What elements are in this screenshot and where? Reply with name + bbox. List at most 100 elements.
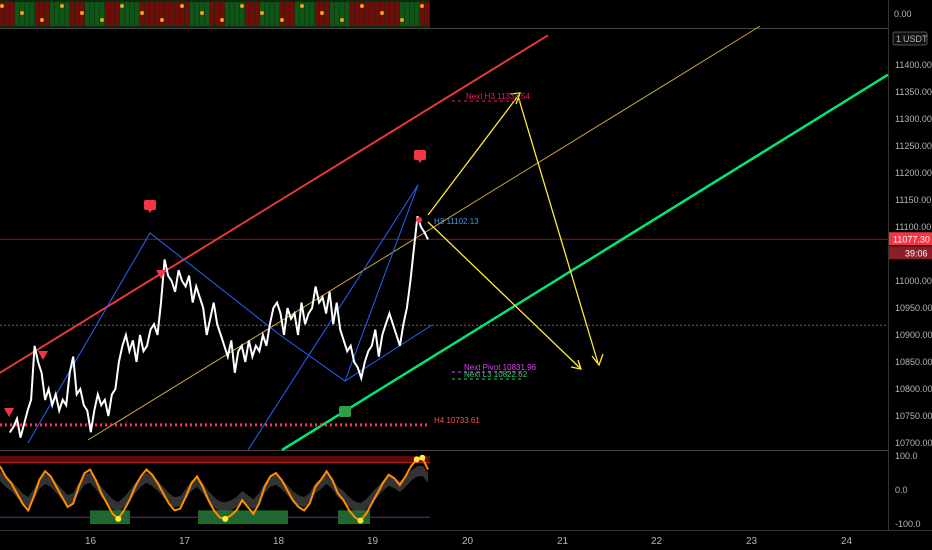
- top-indicator-bar: [75, 2, 80, 26]
- pivot-dot: [416, 217, 422, 223]
- top-indicator-bar: [335, 2, 340, 26]
- top-indicator-bar: [125, 2, 130, 26]
- top-indicator-bar: [375, 2, 380, 26]
- top-indicator-bar: [355, 2, 360, 26]
- top-indicator-bar: [350, 2, 355, 26]
- oscillator-extreme-dot: [357, 517, 364, 524]
- price-point: [114, 388, 116, 390]
- time-tick-label: 16: [85, 536, 97, 547]
- price-point: [185, 285, 187, 287]
- top-indicator-bar: [115, 2, 120, 26]
- top-indicator-bar: [40, 2, 45, 26]
- top-indicator-bar: [255, 2, 260, 26]
- top-indicator-bar: [415, 2, 420, 26]
- oscillator-tick-label: 0.0: [895, 485, 908, 495]
- projection-arrowhead-right: [591, 353, 604, 367]
- price-point: [79, 388, 81, 390]
- main-price-pane: Next H3 11334.54 H3 11102.13 Next Pivot 10…: [0, 25, 889, 452]
- oscillator-pane: 100.0 0.0 -100.0: [0, 451, 921, 529]
- top-indicator-dot: [0, 4, 4, 8]
- top-indicator-bar: [410, 2, 415, 26]
- top-indicator-bar: [15, 2, 20, 26]
- top-indicator-bar: [130, 2, 135, 26]
- oscillator-tick-label: -100.0: [895, 519, 921, 529]
- oscillator-extreme-dot: [115, 515, 122, 522]
- top-indicator-dot: [80, 11, 84, 15]
- time-tick-label: 17: [179, 536, 191, 547]
- time-tick-label: 18: [273, 536, 285, 547]
- down-triangle-signal: [38, 351, 48, 360]
- top-indicator-bar: [295, 2, 300, 26]
- top-indicator-bar: [100, 2, 105, 26]
- projection-path-a: [427, 94, 599, 364]
- price-tick-label: 11400.00: [895, 60, 932, 70]
- top-indicator-bar: [330, 2, 335, 26]
- top-indicator-bar: [55, 2, 60, 26]
- countdown-label: 39:06: [905, 248, 928, 258]
- top-indicator-bar: [240, 2, 245, 26]
- top-indicator-dot: [420, 4, 424, 8]
- top-pane-tick-label: 0.00: [894, 9, 912, 19]
- top-indicator-dot: [300, 4, 304, 8]
- current-price-badge: [889, 232, 932, 246]
- top-indicator-bar: [185, 2, 190, 26]
- top-indicator-dot: [260, 11, 264, 15]
- price-point: [255, 345, 257, 347]
- top-indicator-bar: [280, 2, 285, 26]
- level-annotation: Next Pivot 10831.96: [464, 363, 537, 372]
- top-indicator-bar: [400, 2, 405, 26]
- top-indicator-bar: [340, 2, 345, 26]
- top-indicator-bar: [95, 2, 100, 26]
- top-indicator-dot: [320, 11, 324, 15]
- lower-channel-line: [281, 73, 889, 452]
- top-indicator-bar: [165, 2, 170, 26]
- top-indicator-bar: [245, 2, 250, 26]
- price-tick-label: 11350.00: [895, 87, 932, 97]
- top-indicator-bar: [230, 2, 235, 26]
- top-indicator-dot: [160, 18, 164, 22]
- currency-unit-badge[interactable]: 1 USDT: [892, 31, 928, 46]
- time-tick-label: 22: [651, 536, 663, 547]
- projection-path-b: [427, 221, 581, 369]
- top-indicator-dot: [100, 18, 104, 22]
- top-indicator-dot: [200, 11, 204, 15]
- top-indicator-bar: [205, 2, 210, 26]
- top-indicator-bar: [250, 2, 255, 26]
- price-tick-label: 10900.00: [895, 330, 932, 340]
- top-indicator-bar: [210, 2, 215, 26]
- top-indicator-bar: [195, 2, 200, 26]
- time-tick-label: 20: [462, 536, 474, 547]
- price-point: [149, 329, 152, 331]
- top-indicator-bar: [305, 2, 310, 26]
- upper-channel-line: [0, 34, 549, 374]
- top-indicator-bar: [425, 2, 430, 26]
- top-indicator-bar: [290, 2, 295, 26]
- down-triangle-signal: [4, 408, 14, 417]
- top-indicator-bar: [160, 2, 165, 26]
- svg-text:1: 1: [896, 34, 901, 44]
- top-indicator-bar: [360, 2, 365, 26]
- price-series-line: [9, 215, 429, 438]
- top-indicator-bar: [220, 2, 225, 26]
- oscillator-line: [0, 456, 429, 522]
- top-indicator-bar: [180, 2, 185, 26]
- top-indicator-bar: [310, 2, 315, 26]
- wedge-breakout-line: [344, 184, 419, 382]
- top-indicator-bar: [190, 2, 195, 26]
- top-indicator-dot: [340, 18, 344, 22]
- price-tick-label: 10950.00: [895, 303, 932, 313]
- top-indicator-bar: [85, 2, 90, 26]
- top-indicator-dot: [180, 4, 184, 8]
- time-tick-label: 19: [367, 536, 379, 547]
- level-annotation: Next L3 10822.62: [464, 370, 528, 379]
- top-indicator-bar: [265, 2, 270, 26]
- top-indicator-dot: [380, 11, 384, 15]
- price-point: [9, 431, 11, 433]
- top-indicator-bar: [225, 2, 230, 26]
- top-indicator-bar: [120, 2, 125, 26]
- top-indicator-bar: [5, 2, 10, 26]
- level-annotation: H4 10733.61: [434, 416, 480, 425]
- top-indicator-pane: [0, 0, 430, 28]
- countdown-badge: [889, 246, 932, 260]
